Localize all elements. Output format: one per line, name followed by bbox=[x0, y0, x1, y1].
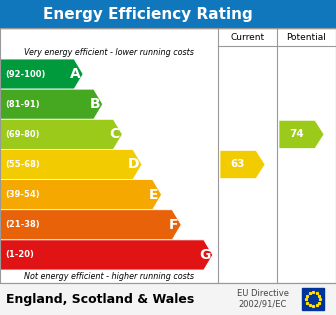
Text: C: C bbox=[109, 127, 120, 141]
Text: E: E bbox=[149, 188, 158, 202]
Bar bbox=[0, 28, 336, 283]
Text: (81-91): (81-91) bbox=[5, 100, 40, 109]
Text: D: D bbox=[128, 158, 140, 171]
Text: Current: Current bbox=[230, 32, 264, 42]
Text: (92-100): (92-100) bbox=[5, 70, 45, 78]
Polygon shape bbox=[0, 59, 83, 89]
Text: EU Directive: EU Directive bbox=[237, 289, 289, 299]
Text: F: F bbox=[168, 218, 178, 232]
Polygon shape bbox=[0, 180, 162, 210]
Text: G: G bbox=[199, 248, 211, 262]
Bar bbox=[0, 0, 336, 28]
Polygon shape bbox=[0, 119, 122, 149]
Text: 74: 74 bbox=[290, 129, 304, 139]
Text: (1-20): (1-20) bbox=[5, 250, 34, 260]
Text: Very energy efficient - lower running costs: Very energy efficient - lower running co… bbox=[24, 48, 194, 57]
Text: B: B bbox=[89, 97, 100, 111]
Bar bbox=[0, 283, 336, 315]
Text: (39-54): (39-54) bbox=[5, 190, 40, 199]
Text: 2002/91/EC: 2002/91/EC bbox=[239, 300, 287, 308]
Text: (21-38): (21-38) bbox=[5, 220, 40, 229]
Text: Not energy efficient - higher running costs: Not energy efficient - higher running co… bbox=[24, 272, 194, 281]
Polygon shape bbox=[279, 120, 324, 148]
Polygon shape bbox=[0, 240, 213, 270]
Text: Energy Efficiency Rating: Energy Efficiency Rating bbox=[43, 7, 253, 21]
Polygon shape bbox=[220, 151, 265, 179]
Polygon shape bbox=[0, 89, 103, 119]
Bar bbox=[302, 288, 324, 310]
Polygon shape bbox=[0, 210, 181, 240]
Text: (69-80): (69-80) bbox=[5, 130, 40, 139]
Text: 63: 63 bbox=[231, 159, 245, 169]
Text: (55-68): (55-68) bbox=[5, 160, 40, 169]
Text: Potential: Potential bbox=[287, 32, 327, 42]
Polygon shape bbox=[0, 149, 142, 180]
Text: A: A bbox=[70, 67, 81, 81]
Text: England, Scotland & Wales: England, Scotland & Wales bbox=[6, 293, 194, 306]
